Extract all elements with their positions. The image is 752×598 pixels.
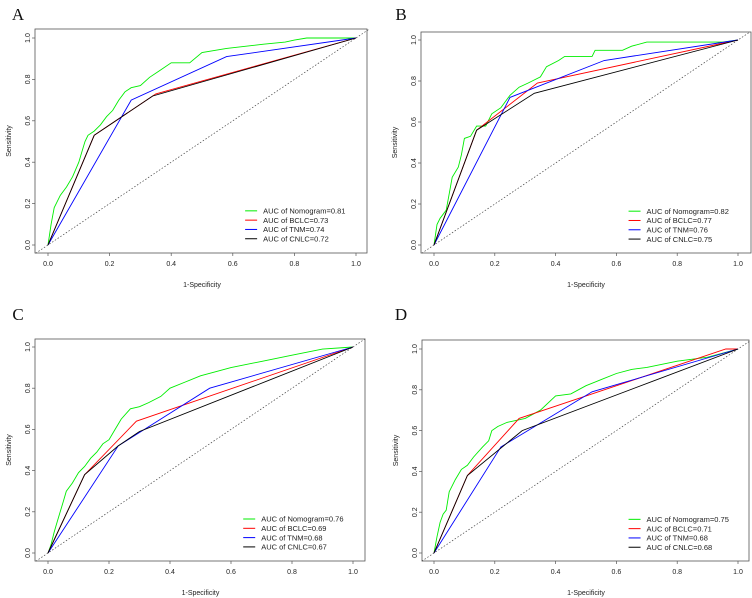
plot-frame [34,338,366,562]
roc-curve-nomogram [47,37,356,246]
x-tick-label: 0.8 [672,569,682,576]
roc-curve-tnm [433,39,739,246]
roc-curve-cnlc [47,37,357,246]
x-tick-label: 0.2 [104,569,114,576]
x-tick-label: 0.2 [490,569,500,576]
legend-label: AUC of BCLC=0.73 [263,216,328,225]
legend-label: AUC of CNLC=0.75 [647,235,713,244]
roc-curve-nomogram [433,348,739,554]
y-tick-label: 0.2 [25,199,32,209]
legend-label: AUC of TNM=0.68 [647,534,708,543]
x-tick-label: 0.8 [672,261,682,268]
x-tick-label: 0.6 [612,569,622,576]
roc-curve-tnm [47,346,354,554]
roc-curve-cnlc [433,39,739,246]
legend-label: AUC of CNLC=0.72 [263,234,329,243]
legend-label: AUC of Nomogram=0.82 [647,207,729,216]
legend-label: AUC of Nomogram=0.81 [263,207,345,216]
roc-curve-nomogram [47,346,354,554]
roc-curve-cnlc [433,348,739,554]
legend-label: AUC of TNM=0.76 [647,225,708,234]
x-tick-label: 0.4 [165,569,175,576]
y-tick-label: 0.4 [25,157,32,167]
plot-frame [34,28,368,254]
panel-label: B [395,5,406,24]
plot-frame [421,339,750,562]
y-tick-label: 0.8 [412,385,419,395]
x-tick-label: 0.4 [166,261,176,268]
y-tick-label: 0.4 [412,466,419,476]
reference-diagonal [35,29,369,254]
x-tick-label: 0.6 [612,261,622,268]
legend-label: AUC of TNM=0.74 [263,225,324,234]
y-tick-label: 1.0 [25,342,32,352]
roc-curve-tnm [47,37,357,246]
y-tick-label: 0.6 [412,426,419,436]
x-axis-label: 1-Specificity [182,590,220,597]
x-tick-label: 1.0 [733,261,743,268]
y-tick-label: 0.6 [25,424,32,434]
x-tick-label: 1.0 [351,261,361,268]
panel-label: A [12,5,25,24]
x-tick-label: 0.0 [429,569,439,576]
x-tick-label: 0.4 [551,261,561,268]
y-tick-label: 0.0 [411,240,418,250]
legend-label: AUC of CNLC=0.68 [647,543,713,552]
y-tick-label: 0.0 [25,548,32,558]
panel-label: D [395,305,407,324]
legend-label: AUC of Nomogram=0.76 [261,515,343,524]
y-tick-label: 1.0 [25,33,32,43]
y-tick-label: 1.0 [412,344,419,354]
roc-panel-c: C 0.0 0.2 0.4 0.6 0.8 1.0 0.0 0.2 0.4 0.6 0.8 1.0 1-S… [6,305,366,597]
roc-panel-a: A 0.0 0.2 0.4 0.6 0.8 1.0 0.0 0.2 0.4 0.6 0.8 1.0 1-S… [6,5,369,289]
y-tick-label: 0.8 [411,76,418,86]
reference-diagonal [35,338,366,562]
roc-curve-tnm [433,348,739,554]
y-tick-label: 0.0 [25,240,32,250]
x-axis-label: 1-Specificity [183,282,221,289]
x-tick-label: 0.0 [43,261,53,268]
legend-label: AUC of CNLC=0.67 [261,543,327,552]
x-tick-label: 1.0 [348,569,358,576]
y-tick-label: 0.8 [25,383,32,393]
panel-label: C [12,305,23,324]
x-tick-label: 0.8 [290,261,300,268]
legend-label: AUC of BCLC=0.77 [647,216,712,225]
y-axis-label: Sensitivity [6,434,13,466]
y-tick-label: 0.2 [25,507,32,517]
y-tick-label: 1.0 [411,35,418,45]
y-tick-label: 0.8 [25,74,32,84]
x-axis-label: 1-Specificity [567,282,605,289]
x-tick-label: 0.6 [226,569,236,576]
y-tick-label: 0.0 [412,548,419,558]
y-tick-label: 0.2 [412,507,419,517]
legend-label: AUC of TNM=0.68 [261,533,322,542]
roc-curve-cnlc [47,346,354,554]
y-axis-label: Sensitivity [6,125,13,157]
roc-curve-nomogram [433,39,739,246]
roc-panel-d: D 0.0 0.2 0.4 0.6 0.8 1.0 0.0 0.2 0.4 0.6 0.8 1.0 1-S… [393,305,751,597]
x-tick-label: 0.2 [490,261,500,268]
x-tick-label: 0.6 [228,261,238,268]
x-tick-label: 0.0 [429,261,439,268]
x-tick-label: 0.2 [105,261,115,268]
x-tick-label: 0.4 [551,569,561,576]
roc-panel-b: B 0.0 0.2 0.4 0.6 0.8 1.0 0.0 0.2 0.4 0.6 0.8 1.0 1-S… [392,5,752,289]
y-axis-label: Sensitivity [392,126,399,158]
y-tick-label: 0.2 [411,199,418,209]
legend-label: AUC of BCLC=0.69 [261,524,326,533]
x-tick-label: 0.8 [287,569,297,576]
y-tick-label: 0.4 [411,158,418,168]
legend-label: AUC of BCLC=0.71 [647,524,712,533]
y-tick-label: 0.4 [25,466,32,476]
x-axis-label: 1-Specificity [567,590,605,597]
plot-frame [420,31,752,254]
legend-label: AUC of Nomogram=0.75 [647,515,729,524]
x-tick-label: 1.0 [733,569,743,576]
y-tick-label: 0.6 [411,117,418,127]
x-tick-label: 0.0 [43,569,53,576]
y-tick-label: 0.6 [25,116,32,126]
y-axis-label: Sensitivity [393,434,400,466]
